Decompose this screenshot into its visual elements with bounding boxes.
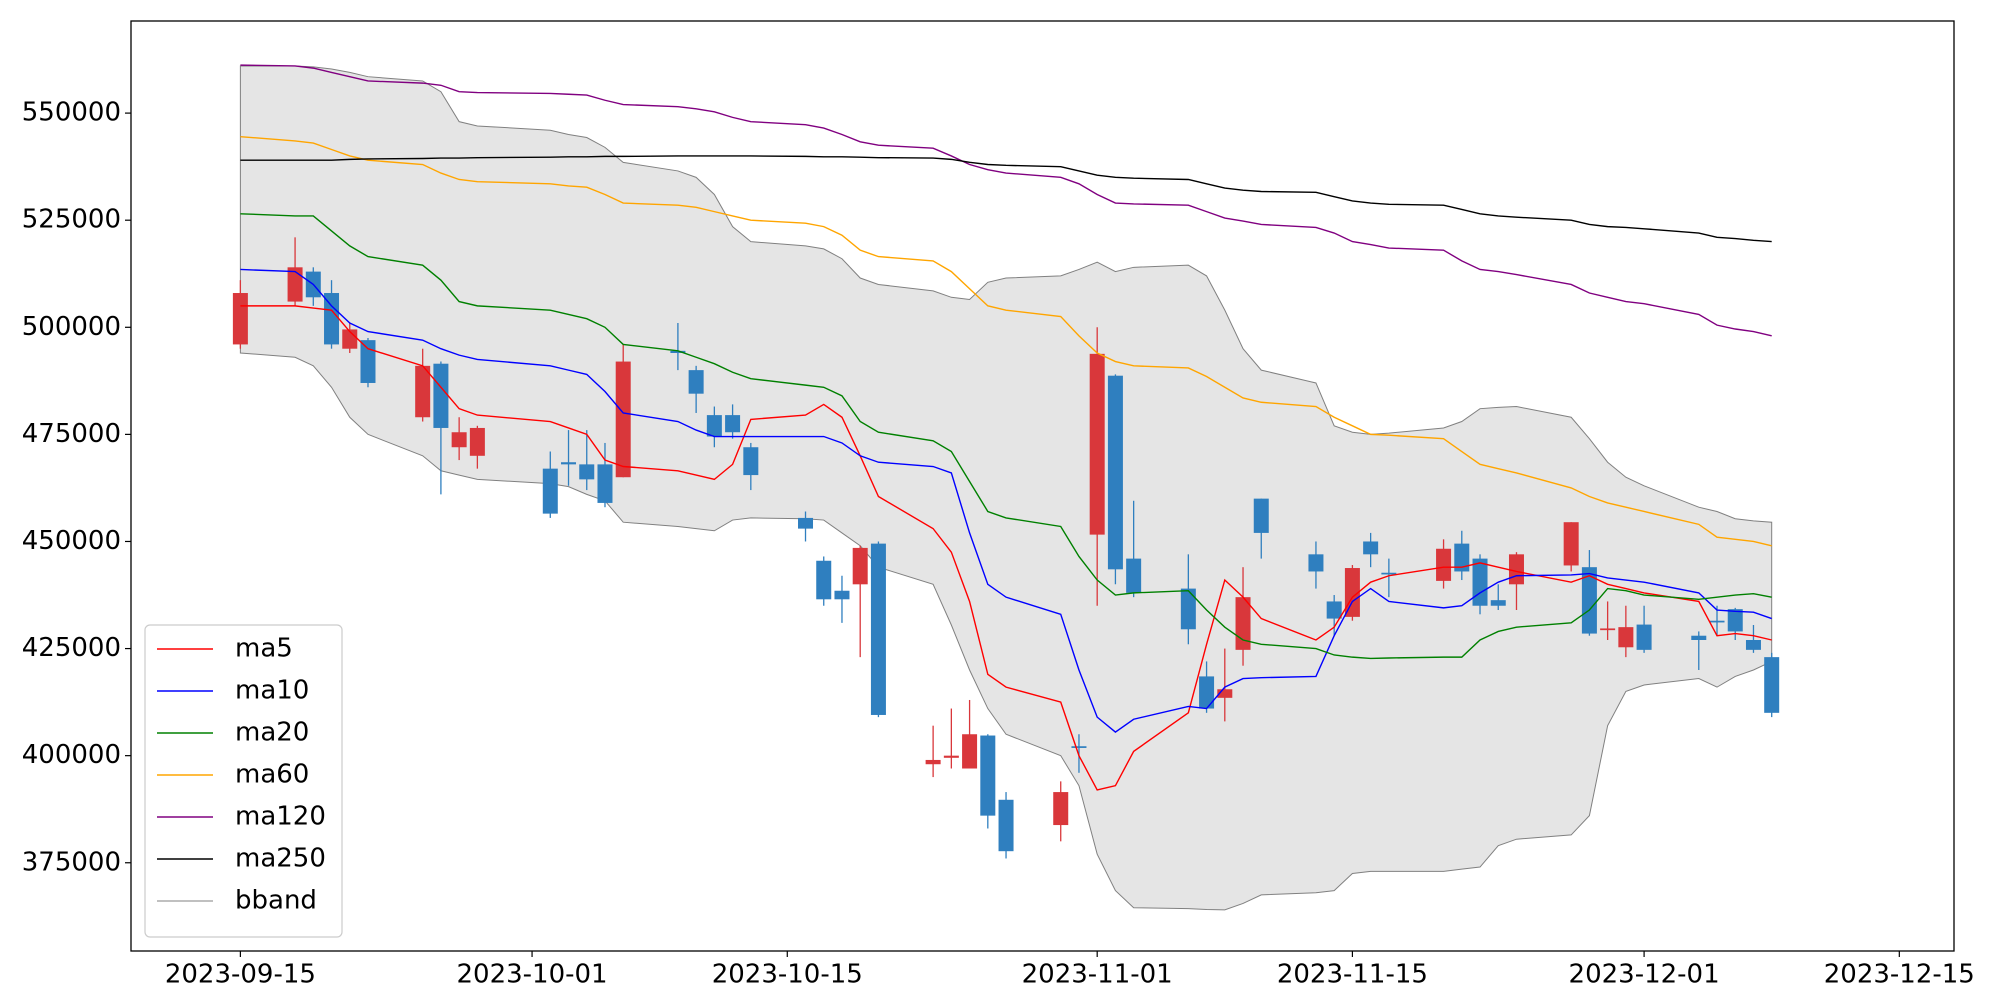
- legend-label: ma250: [235, 844, 326, 874]
- candle-body: [980, 735, 996, 816]
- candle-body: [1636, 624, 1652, 650]
- candle-body: [1618, 627, 1634, 648]
- candle-body: [324, 293, 340, 345]
- candle-body: [469, 427, 485, 456]
- candle-body: [725, 415, 741, 433]
- ma-line: [240, 155, 1772, 243]
- plot-frame: [130, 20, 1955, 952]
- x-tick-label: 2023-10-01: [457, 960, 608, 990]
- ma-line: [240, 305, 1772, 791]
- candle-body: [1508, 554, 1524, 585]
- candle-body: [433, 363, 449, 428]
- ma-line: [240, 268, 1772, 733]
- candle-body: [962, 734, 978, 769]
- candle-body: [870, 543, 886, 715]
- x-tick-label: 2023-12-01: [1569, 960, 1720, 990]
- candle-body: [1071, 746, 1087, 748]
- x-tick-label: 2023-11-01: [1022, 960, 1173, 990]
- candle-body: [615, 361, 631, 478]
- y-tick-label: 450000: [22, 526, 121, 556]
- candle-body: [451, 432, 467, 448]
- candle-body: [1199, 676, 1215, 709]
- candle-body: [360, 340, 376, 383]
- candle-body: [706, 415, 722, 437]
- y-tick-label: 550000: [22, 98, 121, 128]
- ma-line: [240, 64, 1772, 337]
- candle-body: [925, 759, 941, 765]
- candle-body: [1363, 541, 1379, 555]
- candle-body: [1107, 375, 1123, 570]
- candle-body: [1490, 600, 1506, 606]
- candle-body: [1563, 522, 1579, 566]
- candle-body: [579, 464, 595, 480]
- candle-body: [670, 350, 686, 353]
- y-tick-label: 500000: [22, 312, 121, 342]
- candle-body: [232, 293, 248, 345]
- legend-label: ma60: [235, 760, 309, 790]
- legend-label: ma20: [235, 718, 309, 748]
- y-tick-label: 475000: [22, 419, 121, 449]
- candle-body: [597, 464, 613, 503]
- candle-body: [1472, 558, 1488, 606]
- candle-body: [834, 590, 850, 600]
- candle-body: [1745, 640, 1761, 650]
- legend-label: ma10: [235, 676, 309, 706]
- x-tick-label: 2023-09-15: [165, 960, 316, 990]
- candle-body: [1381, 572, 1397, 575]
- candle-body: [1600, 628, 1616, 631]
- y-tick-label: 400000: [22, 740, 121, 770]
- candle-body: [1326, 601, 1342, 619]
- candle-body: [998, 799, 1014, 852]
- y-tick-label: 375000: [22, 847, 121, 877]
- legend-label: ma120: [235, 802, 326, 832]
- candle-body: [688, 370, 704, 394]
- ma-line: [240, 135, 1772, 547]
- candle-body: [1217, 689, 1233, 698]
- candle-body: [852, 547, 868, 585]
- x-tick-label: 2023-10-15: [712, 960, 863, 990]
- candle-body: [743, 447, 759, 476]
- y-tick-label: 425000: [22, 633, 121, 663]
- ma-line: [240, 213, 1772, 660]
- candle-body: [1709, 620, 1725, 623]
- candle-body: [1126, 558, 1142, 593]
- candle-body: [1727, 609, 1743, 632]
- candle-body: [415, 365, 431, 418]
- x-tick-label: 2023-11-15: [1277, 960, 1428, 990]
- candle-body: [542, 468, 558, 514]
- candle-body: [287, 267, 303, 302]
- candle-body: [1454, 543, 1470, 572]
- candle-body: [1691, 635, 1707, 641]
- y-tick-label: 525000: [22, 205, 121, 235]
- candle-body: [798, 517, 814, 529]
- candle-body: [1436, 548, 1452, 581]
- candle-body: [1764, 657, 1780, 713]
- candle-body: [1053, 792, 1069, 826]
- legend-label: bband: [235, 886, 317, 916]
- candle-body: [1253, 498, 1269, 533]
- candle-body: [1581, 567, 1597, 634]
- legend-label: ma5: [235, 634, 293, 664]
- candle-body: [1089, 353, 1105, 535]
- candle-body: [816, 560, 832, 600]
- candle-body: [943, 755, 959, 758]
- candle-body: [1180, 588, 1196, 630]
- candle-body: [1308, 554, 1324, 572]
- plot: [232, 64, 1780, 911]
- x-tick-label: 2023-12-15: [1824, 960, 1975, 990]
- candle-body: [561, 462, 577, 465]
